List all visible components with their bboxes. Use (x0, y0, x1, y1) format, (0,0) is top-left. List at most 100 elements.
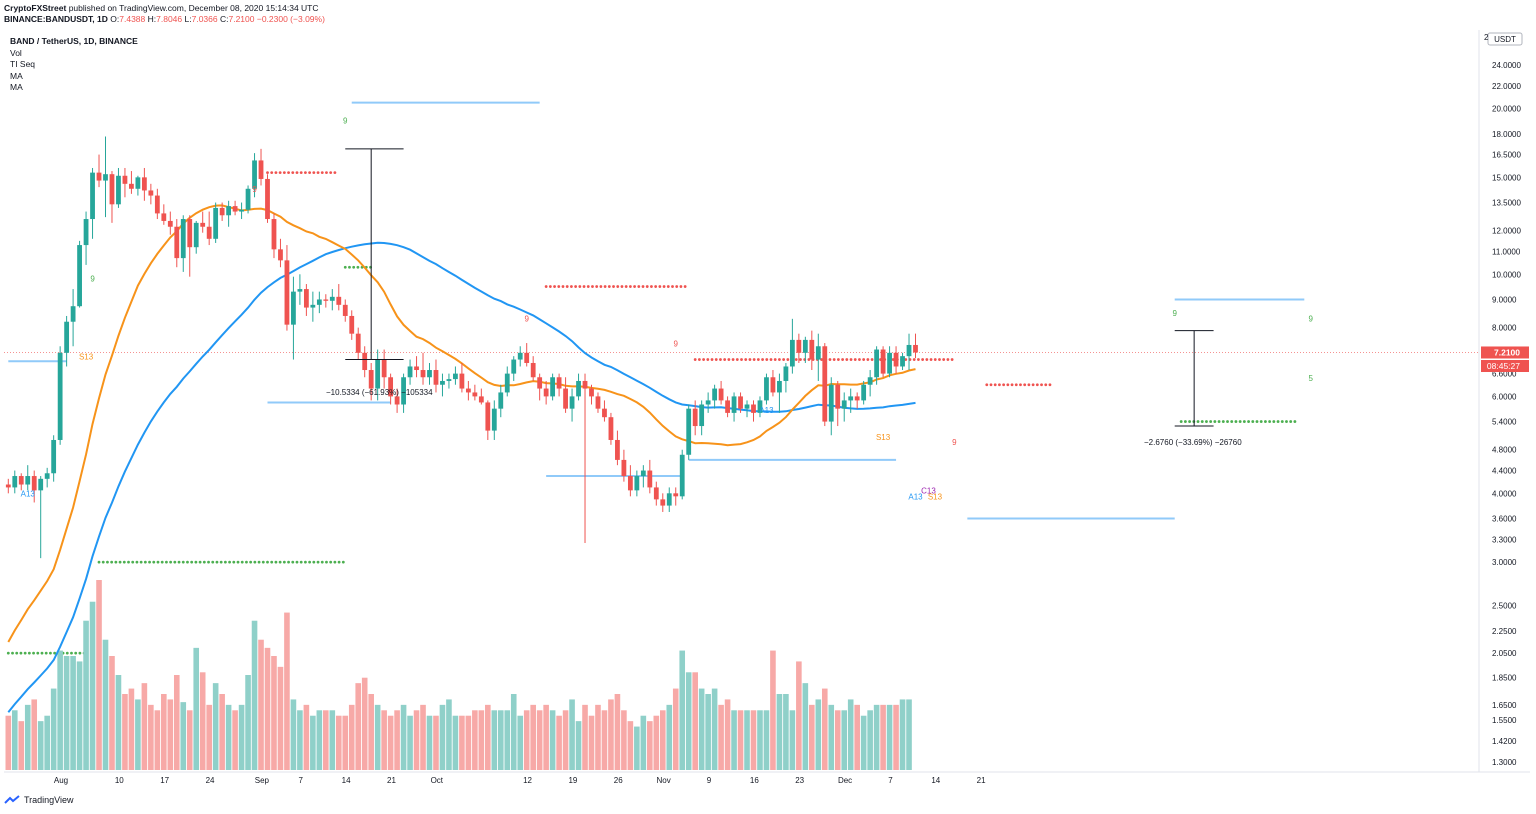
td-dot (131, 560, 135, 564)
candle (802, 339, 808, 353)
candle (342, 304, 348, 316)
volume-bar (705, 694, 711, 770)
volume-bar (815, 699, 822, 770)
td-dot (799, 358, 802, 361)
volume-bar (348, 704, 355, 770)
legend-item-tiseq[interactable]: TI Seq (10, 59, 36, 69)
volume-bar (847, 699, 854, 770)
high-value: 7.8046 (156, 14, 183, 24)
volume-bar (679, 650, 686, 770)
candle (679, 454, 685, 497)
volume-bar (83, 620, 89, 770)
volume-bar (880, 704, 886, 770)
td-dot (36, 651, 40, 655)
volume-bar (44, 715, 50, 770)
candle (232, 206, 238, 212)
volume-bar (796, 661, 802, 770)
volume-bar (225, 704, 232, 770)
candle (336, 296, 342, 305)
candle (848, 396, 854, 401)
time-tick-6: 14 (342, 776, 351, 785)
candle (265, 178, 270, 220)
legend-item-ma[interactable]: MA (10, 70, 23, 81)
time-tick-3: 24 (206, 776, 215, 785)
td-signal: 9 (674, 339, 679, 348)
td-dot (160, 560, 164, 564)
time-axis[interactable]: Aug 10 17 24 Sep 7 14 21 Oct 12 19 26 Nov 9 16 23 Dec 7 14… (4, 771, 1530, 785)
volume-bar (329, 710, 336, 770)
candle (893, 352, 899, 367)
candle (200, 222, 206, 227)
td-dot (114, 560, 118, 564)
volume-bar (258, 639, 264, 770)
candle (822, 346, 828, 422)
volume-bar (491, 710, 498, 770)
volume-bar (5, 715, 12, 770)
td-dot (299, 560, 303, 564)
volume-bar (536, 710, 543, 770)
candle (291, 291, 296, 325)
td-dot (329, 171, 333, 175)
candle (116, 175, 121, 205)
tradingview-footer[interactable]: TradingView (4, 795, 74, 805)
volume-bar (368, 694, 374, 770)
td-dot (624, 285, 628, 288)
td-dot (156, 560, 160, 564)
time-tick-13: 9 (707, 776, 712, 785)
candle (770, 377, 776, 393)
td-dot (266, 171, 269, 175)
volume-bar (802, 683, 809, 770)
candle (699, 404, 705, 427)
td-dot (773, 358, 777, 361)
volume-bar (776, 694, 783, 770)
td-dot (1264, 420, 1267, 423)
td-dot (337, 560, 341, 564)
td-dot (744, 358, 748, 361)
candle (634, 476, 640, 491)
candle (841, 400, 847, 409)
price-tick-21: 2.5000 (1492, 602, 1517, 611)
volume-bar (50, 688, 57, 770)
last-price-value: 7.2100 (1494, 347, 1520, 357)
volume-bar (24, 704, 31, 770)
time-tick-8: Oct (431, 776, 444, 785)
volume-bar (562, 710, 569, 770)
candle (57, 352, 63, 440)
td-dot (143, 560, 147, 564)
td-signal: 9 (90, 275, 95, 284)
td-signal: 5 (1309, 374, 1314, 383)
td-dot (325, 560, 328, 564)
time-tick-15: 23 (795, 776, 804, 785)
td-dot (245, 560, 248, 564)
close-value: 7.2100 (228, 14, 255, 24)
td-dot (15, 651, 19, 655)
currency-box[interactable] (1487, 32, 1523, 46)
td-dot (544, 285, 548, 288)
candle (459, 373, 465, 389)
td-dot (769, 358, 773, 361)
legend-item-ma-2[interactable]: MA (10, 82, 23, 92)
td-dot (628, 285, 632, 288)
td-dot (329, 560, 333, 564)
volume-bar (387, 715, 394, 770)
volume-bar (232, 710, 238, 770)
td-dot (942, 358, 946, 361)
candle (796, 339, 802, 353)
volume-bar (459, 715, 465, 770)
td-dot (993, 383, 997, 387)
close-label: C: (219, 14, 229, 24)
price-tick-4: 16.5000 (1492, 151, 1521, 160)
legend-item-vol[interactable]: Vol (10, 47, 22, 58)
td-dot (1031, 383, 1035, 387)
volume-bars (5, 580, 912, 770)
candle (731, 396, 737, 413)
candle (381, 359, 387, 378)
price-axis[interactable]: 24.000022.000020.000018.000016.500015.00… (1478, 30, 1521, 772)
candle (530, 362, 536, 378)
symbol-label: BINANCE:BANDUSDT, 1D (4, 14, 108, 24)
candle (258, 160, 264, 179)
volume-bar (666, 704, 673, 770)
price-tick-19: 3.3000 (1492, 535, 1517, 544)
time-tick-14: 16 (750, 776, 759, 785)
